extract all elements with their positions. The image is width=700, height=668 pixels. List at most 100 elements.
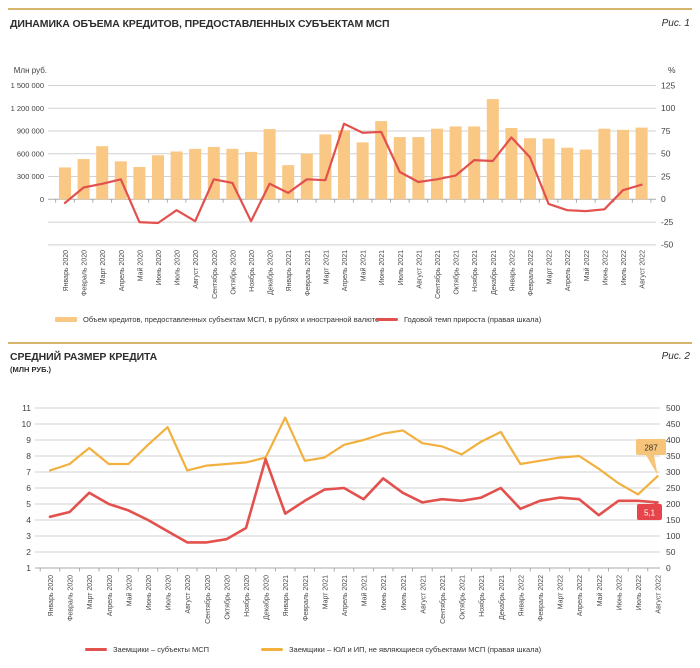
month-label: Июль 2021 <box>401 575 408 610</box>
volume-bar <box>245 151 257 200</box>
month-label: Июнь 2020 <box>146 575 153 610</box>
right-axis-tick-label: 400 <box>666 435 680 445</box>
volume-bar <box>96 146 109 200</box>
volume-bar <box>170 151 183 200</box>
month-label: Апрель 2020 <box>119 250 126 291</box>
panel1-title: ДИНАМИКА ОБЪЕМА КРЕДИТОВ, ПРЕДОСТАВЛЕННЫ… <box>10 18 390 30</box>
volume-bar <box>486 99 499 200</box>
right-axis-tick-label: 150 <box>666 515 680 525</box>
average-loan-chart: 1 2 3 4 5 6 7 8 9 10 11 0 50 100 150 200 250 300 350 400 450… <box>22 403 681 624</box>
sme-end-value: 5,1 <box>644 509 656 518</box>
month-label: Сентябрь 2021 <box>434 250 442 299</box>
legend-sme-borrowers: Заемщики – субъекты МСП <box>85 645 209 654</box>
volume-bar <box>263 129 276 200</box>
growth-line-swatch-icon <box>376 318 398 321</box>
month-label: Сентябрь 2020 <box>204 575 212 624</box>
credit-volume-chart: -50 -25 0 25 50 75 100 125 0 300 000 600 000 900 00… <box>11 65 676 299</box>
month-label: Июль 2022 <box>636 575 643 610</box>
panel2-header: СРЕДНИЙ РАЗМЕР КРЕДИТА (МЛН РУБ.) Рис. 2 <box>10 351 690 374</box>
panel1-fig-label: Рис. 1 <box>661 18 690 29</box>
month-label: Январь 2020 <box>63 250 70 292</box>
volume-bar <box>468 126 481 200</box>
month-label: Апрель 2021 <box>342 575 349 616</box>
right-axis-tick-label: 450 <box>666 419 680 429</box>
month-label: Февраль 2020 <box>68 575 75 621</box>
month-label: Август 2022 <box>640 250 647 289</box>
right-axis-tick-label: 75 <box>661 126 671 136</box>
right-axis-tick-label: 50 <box>666 547 676 557</box>
month-label: Апрель 2021 <box>342 250 349 291</box>
panel1-header: ДИНАМИКА ОБЪЕМА КРЕДИТОВ, ПРЕДОСТАВЛЕННЫ… <box>10 18 690 30</box>
volume-bar <box>338 130 350 200</box>
month-label: Май 2022 <box>596 575 604 606</box>
right-axis-tick-label: -25 <box>661 217 674 227</box>
month-label: Июль 2020 <box>175 250 182 285</box>
right-axis-tick-label: 50 <box>661 149 671 159</box>
volume-bar <box>59 167 71 200</box>
left-axis-tick-label: 6 <box>26 483 31 493</box>
nonsme-line-swatch-icon <box>261 648 283 651</box>
left-axis-tick-label: 1 200 000 <box>11 104 44 113</box>
left-axis-tick-label: 10 <box>22 419 32 429</box>
left-axis-tick-label: 600 000 <box>17 149 44 158</box>
right-axis-tick-label: 0 <box>661 194 666 204</box>
month-label: Август 2022 <box>656 575 663 614</box>
month-label: Ноябрь 2020 <box>243 575 251 617</box>
nonsme-avg-loan-line <box>48 416 659 496</box>
month-label: Ноябрь 2021 <box>478 575 486 617</box>
volume-bar <box>449 126 462 200</box>
legend-growth-line-label: Годовой темп прироста (правая шкала) <box>404 315 542 324</box>
volume-bar <box>356 142 369 200</box>
month-label: Декабрь 2021 <box>490 250 498 295</box>
month-label: Апрель 2022 <box>577 575 584 616</box>
left-axis-tick-label: 9 <box>26 435 31 445</box>
month-label: Май 2020 <box>136 250 144 281</box>
volume-bar <box>561 147 574 200</box>
month-label: Август 2021 <box>416 250 423 289</box>
panel1-top-rule <box>8 8 692 10</box>
left-axis-tick-label: 7 <box>26 467 31 477</box>
volume-bar <box>152 155 164 200</box>
month-label: Февраль 2020 <box>82 250 89 296</box>
month-label: Июнь 2022 <box>616 575 623 610</box>
nonsme-end-callout <box>636 439 666 455</box>
left-axis-tick-label: 3 <box>26 531 31 541</box>
left-axis-tick-label: 5 <box>26 499 31 509</box>
month-label: Декабрь 2021 <box>498 575 506 620</box>
growth-rate-line <box>63 122 643 225</box>
month-label: Март 2021 <box>322 575 329 609</box>
month-label: Январь 2021 <box>286 250 293 292</box>
month-label: Февраль 2022 <box>528 250 535 296</box>
month-label: Июнь 2021 <box>381 575 388 610</box>
month-label: Июнь 2022 <box>602 250 609 285</box>
volume-bar <box>300 153 313 200</box>
right-axis-tick-label: 350 <box>666 451 680 461</box>
month-label: Март 2022 <box>558 575 565 609</box>
volume-bar <box>282 165 295 200</box>
month-label: Август 2020 <box>193 250 200 289</box>
volume-bar <box>189 148 202 200</box>
sme-avg-loan-line <box>48 457 659 544</box>
volume-bar <box>77 159 90 200</box>
month-label: Октябрь 2020 <box>223 575 231 620</box>
month-label: Август 2021 <box>420 575 427 614</box>
month-label: Апрель 2020 <box>107 575 114 616</box>
legend-nonsme-borrowers-label: Заемщики – ЮЛ и ИП, не являющиеся субъек… <box>289 645 542 654</box>
month-label: Июль 2021 <box>398 250 405 285</box>
legend-growth-line: Годовой темп прироста (правая шкала) <box>376 315 541 324</box>
right-axis-tick-label: 100 <box>666 531 680 541</box>
month-label: Январь 2021 <box>283 575 290 617</box>
month-label: Декабрь 2020 <box>267 250 275 295</box>
nonsme-callout-tail <box>646 455 658 476</box>
month-label: Май 2020 <box>125 575 133 606</box>
legend-nonsme-borrowers: Заемщики – ЮЛ и ИП, не являющиеся субъек… <box>261 645 541 654</box>
month-label: Май 2021 <box>360 250 368 281</box>
month-label: Декабрь 2020 <box>263 575 271 620</box>
month-label: Июль 2022 <box>621 250 628 285</box>
left-axis-tick-label: 1 500 000 <box>11 81 44 90</box>
left-axis-tick-label: 11 <box>22 403 31 413</box>
volume-bar <box>579 149 592 200</box>
month-label: Октябрь 2021 <box>453 250 461 295</box>
month-label: Май 2021 <box>361 575 369 606</box>
